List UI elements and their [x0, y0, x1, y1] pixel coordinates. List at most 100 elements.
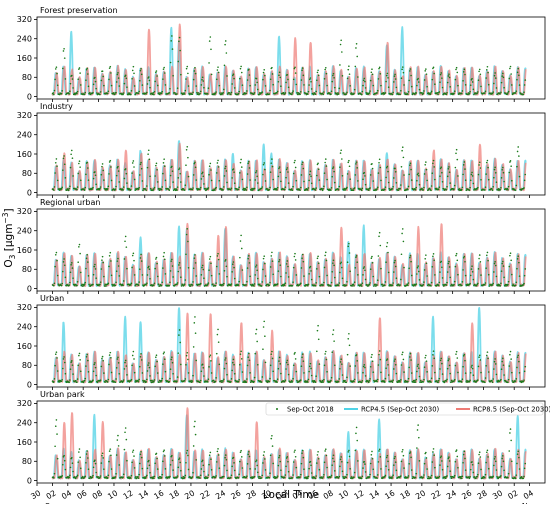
observed-point: [179, 267, 181, 269]
observed-point: [418, 460, 421, 462]
observed-point: [145, 93, 147, 95]
observed-point: [333, 276, 336, 279]
observed-point: [243, 380, 246, 382]
observed-point: [517, 146, 520, 148]
legend-marker-observed: [276, 408, 278, 410]
observed-point: [224, 40, 227, 42]
observed-point: [162, 460, 164, 463]
observed-point: [514, 476, 516, 479]
observed-point: [139, 69, 142, 72]
observed-point: [218, 273, 221, 275]
observed-point: [194, 66, 196, 69]
observed-point: [72, 470, 74, 473]
observed-point: [511, 380, 514, 382]
observed-point: [240, 449, 242, 452]
observed-point: [266, 188, 269, 190]
observed-point: [132, 252, 135, 255]
y-tick-label: 0: [27, 476, 32, 485]
observed-point: [215, 475, 217, 477]
observed-point: [432, 255, 434, 258]
observed-point: [362, 178, 364, 181]
observed-point: [418, 367, 420, 369]
observed-point: [174, 92, 176, 94]
observed-point: [78, 448, 81, 450]
observed-point: [102, 359, 105, 362]
observed-point: [55, 351, 58, 353]
observed-point: [433, 259, 435, 262]
observed-point: [307, 477, 309, 480]
observed-point: [523, 370, 526, 373]
observed-point: [292, 377, 294, 380]
observed-point: [469, 274, 472, 277]
observed-point: [441, 266, 443, 269]
observed-point: [257, 182, 259, 184]
observed-point: [138, 186, 140, 189]
observed-point: [96, 92, 98, 94]
observed-point: [476, 475, 478, 478]
observed-point: [131, 354, 134, 357]
observed-point: [199, 92, 201, 95]
observed-point: [246, 267, 249, 269]
observed-point: [349, 365, 351, 367]
observed-point: [362, 84, 364, 87]
observed-point: [494, 166, 496, 169]
observed-point: [92, 466, 95, 469]
observed-point: [443, 188, 445, 190]
observed-point: [405, 284, 408, 287]
observed-point: [467, 93, 469, 96]
observed-point: [237, 284, 240, 287]
observed-point: [230, 91, 233, 94]
observed-point: [169, 87, 171, 90]
observed-point: [445, 284, 448, 286]
observed-point: [469, 179, 472, 182]
observed-point: [63, 264, 66, 267]
observed-point: [276, 475, 279, 477]
observed-point: [494, 455, 496, 458]
observed-point: [147, 265, 150, 268]
panel-title: Regional urban: [40, 198, 100, 207]
observed-point: [140, 260, 143, 262]
x-tick-label: 30: [491, 488, 504, 501]
observed-point: [484, 473, 487, 476]
observed-point: [331, 80, 334, 83]
observed-point: [470, 268, 473, 270]
observed-point: [410, 74, 412, 77]
observed-point: [179, 461, 181, 464]
observed-point: [83, 93, 86, 96]
observed-point: [103, 468, 105, 470]
observed-point: [461, 281, 464, 283]
observed-point: [423, 186, 425, 189]
observed-point: [180, 363, 182, 366]
observed-point: [217, 166, 220, 168]
observed-point: [83, 379, 86, 382]
observed-point: [207, 87, 210, 89]
observed-point: [169, 61, 172, 64]
panel-frame: [36, 208, 546, 292]
observed-point: [199, 379, 202, 382]
observed-point: [145, 381, 147, 383]
observed-point: [308, 370, 310, 373]
observed-point: [353, 92, 355, 95]
observed-point: [453, 380, 455, 382]
observed-point: [378, 161, 380, 164]
observed-point: [348, 165, 351, 168]
observed-point: [68, 381, 71, 383]
observed-point: [124, 361, 126, 364]
observed-point: [369, 174, 372, 176]
observed-point: [325, 259, 328, 262]
observed-point: [523, 91, 525, 94]
observed-point: [346, 261, 349, 264]
observed-point: [394, 259, 396, 262]
observed-point: [516, 165, 518, 168]
observed-point: [272, 178, 274, 181]
observed-point: [117, 445, 120, 447]
observed-point: [401, 449, 404, 451]
observed-point: [423, 474, 425, 476]
observed-point: [456, 357, 459, 359]
observed-point: [218, 179, 221, 182]
observed-point: [437, 188, 440, 190]
observed-point: [437, 381, 439, 384]
observed-point: [440, 166, 443, 169]
observed-point: [70, 361, 72, 364]
observed-point: [268, 380, 271, 383]
